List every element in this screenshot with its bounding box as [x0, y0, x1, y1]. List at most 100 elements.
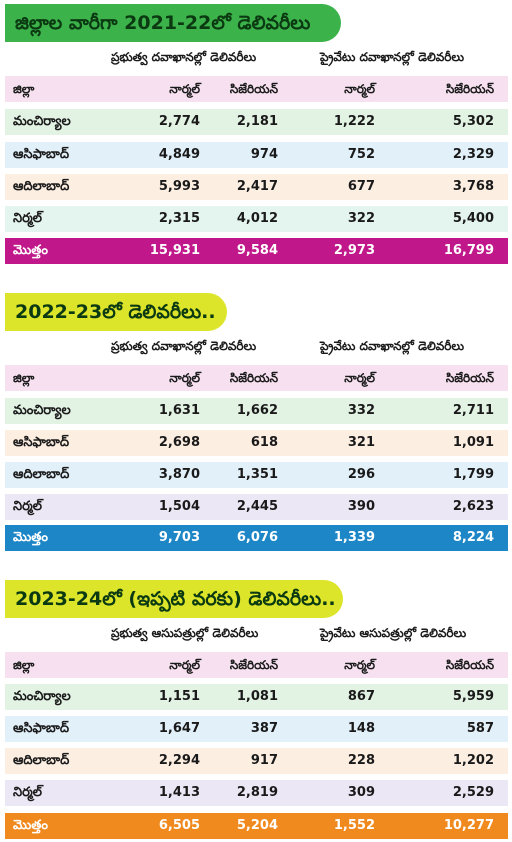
gov-cesarean-value: 917 [250, 753, 278, 768]
column-header-pvt-cesarean: సిజేరియన్ [445, 371, 494, 385]
gov-normal-value: 5,993 [158, 179, 200, 194]
district-name: మంచిర్యాల [13, 689, 71, 704]
gov-normal-value: 2,774 [158, 114, 200, 129]
total-label: మొత్తం [13, 818, 48, 833]
pvt-cesarean-value: 2,329 [452, 147, 494, 162]
table-row: మంచిర్యాల 2,774 2,181 1,222 5,302 [5, 109, 508, 135]
column-header-district: జిల్లా [13, 371, 35, 385]
column-header-gov-cesarean: సిజేరియన్ [229, 82, 278, 96]
pvt-cesarean-value: 2,711 [452, 403, 494, 418]
column-header-pvt-normal: నార్మల్ [344, 371, 375, 385]
gov-cesarean-total: 5,204 [236, 818, 278, 833]
gov-cesarean-value: 974 [250, 147, 278, 162]
pvt-cesarean-value: 1,202 [452, 753, 494, 768]
group-header-government: ప్రభుత్వ దవాఖానల్లో డెలివరీలు [111, 339, 257, 353]
table-row: నిర్మల్ 1,413 2,819 309 2,529 [5, 780, 508, 806]
pvt-cesarean-total: 16,799 [443, 243, 494, 258]
table-row: ఆసిఫాబాద్ 4,849 974 752 2,329 [5, 142, 508, 168]
column-header-row: జిల్లా నార్మల్ సిజేరియన్ నార్మల్ సిజేరియ… [5, 652, 508, 678]
district-name: నిర్మల్ [13, 211, 42, 226]
group-header-private: ప్రైవేటు ఆసుపత్రుల్లో డెలివరీలు [320, 626, 467, 640]
pvt-cesarean-value: 2,529 [452, 785, 494, 800]
gov-normal-value: 1,413 [158, 785, 200, 800]
table-row: ఆదిలాబాద్ 5,993 2,417 677 3,768 [5, 174, 508, 200]
table-row: ఆదిలాబాద్ 2,294 917 228 1,202 [5, 748, 508, 774]
pvt-normal-value: 309 [347, 785, 375, 800]
table-row: నిర్మల్ 1,504 2,445 390 2,623 [5, 494, 508, 520]
gov-cesarean-value: 387 [250, 721, 278, 736]
table-title: జిల్లాల వారీగా 2021-22లో డెలివరీలు [5, 4, 341, 42]
gov-normal-value: 1,504 [158, 499, 200, 514]
group-header-row: ప్రభుత్వ ఆసుపత్రుల్లో డెలివరీలు ప్రైవేటు… [0, 622, 512, 648]
table-row: మంచిర్యాల 1,631 1,662 332 2,711 [5, 398, 508, 424]
gov-normal-value: 2,698 [158, 435, 200, 450]
gov-normal-value: 1,151 [158, 689, 200, 704]
pvt-cesarean-total: 10,277 [443, 818, 494, 833]
pvt-normal-total: 1,339 [333, 530, 375, 545]
gov-cesarean-value: 2,819 [236, 785, 278, 800]
column-header-pvt-cesarean: సిజేరియన్ [445, 658, 494, 672]
district-name: ఆసిఫాబాద్ [13, 435, 70, 450]
table-row: నిర్మల్ 2,315 4,012 322 5,400 [5, 206, 508, 232]
district-name: ఆదిలాబాద్ [13, 179, 70, 194]
table-row: ఆసిఫాబాద్ 2,698 618 321 1,091 [5, 430, 508, 456]
gov-normal-value: 2,294 [158, 753, 200, 768]
pvt-normal-value: 322 [347, 211, 375, 226]
group-header-private: ప్రైవేటు దవాఖానల్లో డెలివరీలు [320, 50, 465, 64]
district-name: ఆదిలాబాద్ [13, 467, 70, 482]
gov-cesarean-value: 2,445 [236, 499, 278, 514]
gov-normal-total: 9,703 [158, 530, 200, 545]
column-header-row: జిల్లా నార్మల్ సిజేరియన్ నార్మల్ సిజేరియ… [5, 365, 508, 391]
pvt-normal-value: 296 [347, 467, 375, 482]
district-name: నిర్మల్ [13, 499, 42, 514]
gov-cesarean-value: 2,181 [236, 114, 278, 129]
gov-cesarean-value: 1,081 [236, 689, 278, 704]
gov-cesarean-value: 1,662 [236, 403, 278, 418]
district-name: ఆసిఫాబాద్ [13, 721, 70, 736]
column-header-row: జిల్లా నార్మల్ సిజేరియన్ నార్మల్ సిజేరియ… [5, 76, 508, 102]
pvt-cesarean-value: 587 [466, 721, 494, 736]
gov-cesarean-value: 4,012 [236, 211, 278, 226]
gov-cesarean-total: 6,076 [236, 530, 278, 545]
pvt-normal-value: 332 [347, 403, 375, 418]
pvt-normal-value: 148 [347, 721, 375, 736]
column-header-gov-normal: నార్మల్ [169, 82, 200, 96]
pvt-normal-value: 321 [347, 435, 375, 450]
column-header-pvt-cesarean: సిజేరియన్ [445, 82, 494, 96]
pvt-normal-value: 1,222 [333, 114, 375, 129]
gov-cesarean-total: 9,584 [236, 243, 278, 258]
district-name: మంచిర్యాల [13, 114, 71, 129]
group-header-government: ప్రభుత్వ ఆసుపత్రుల్లో డెలివరీలు [111, 626, 259, 640]
total-row: మొత్తం 6,505 5,204 1,552 10,277 [5, 813, 508, 839]
gov-normal-value: 2,315 [158, 211, 200, 226]
pvt-cesarean-value: 5,959 [452, 689, 494, 704]
column-header-pvt-normal: నార్మల్ [344, 82, 375, 96]
total-row: మొత్తం 15,931 9,584 2,973 16,799 [5, 238, 508, 264]
pvt-cesarean-value: 2,623 [452, 499, 494, 514]
gov-normal-value: 4,849 [158, 147, 200, 162]
column-header-gov-cesarean: సిజేరియన్ [229, 371, 278, 385]
column-header-gov-normal: నార్మల్ [169, 371, 200, 385]
table-title: 2022-23లో డెలివరీలు.. [5, 293, 227, 331]
pvt-cesarean-value: 5,302 [452, 114, 494, 129]
table-row: ఆదిలాబాద్ 3,870 1,351 296 1,799 [5, 462, 508, 488]
gov-normal-value: 1,631 [158, 403, 200, 418]
group-header-private: ప్రైవేటు దవాఖానల్లో డెలివరీలు [320, 339, 465, 353]
gov-cesarean-value: 2,417 [236, 179, 278, 194]
column-header-gov-normal: నార్మల్ [169, 658, 200, 672]
pvt-cesarean-value: 1,091 [452, 435, 494, 450]
gov-cesarean-value: 1,351 [236, 467, 278, 482]
total-label: మొత్తం [13, 530, 48, 545]
gov-normal-value: 3,870 [158, 467, 200, 482]
district-name: నిర్మల్ [13, 785, 42, 800]
group-header-government: ప్రభుత్వ దవాఖానల్లో డెలివరీలు [111, 50, 257, 64]
district-name: ఆదిలాబాద్ [13, 753, 70, 768]
group-header-row: ప్రభుత్వ దవాఖానల్లో డెలివరీలు ప్రైవేటు ద… [0, 46, 512, 72]
pvt-cesarean-value: 3,768 [452, 179, 494, 194]
gov-normal-total: 6,505 [158, 818, 200, 833]
gov-normal-value: 1,647 [158, 721, 200, 736]
pvt-normal-total: 2,973 [333, 243, 375, 258]
pvt-normal-value: 752 [347, 147, 375, 162]
pvt-cesarean-value: 1,799 [452, 467, 494, 482]
district-name: ఆసిఫాబాద్ [13, 147, 70, 162]
